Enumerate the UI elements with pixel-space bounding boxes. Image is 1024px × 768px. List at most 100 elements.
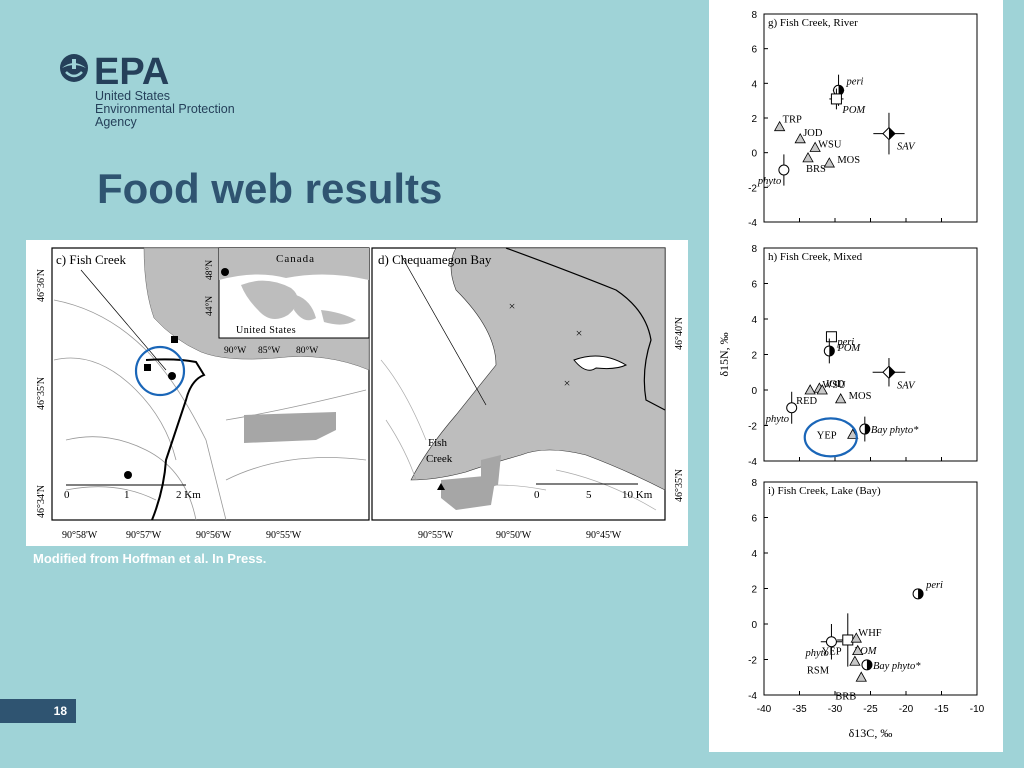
inset-lat-label: 44°N: [204, 296, 215, 316]
map-d-title: d) Chequamegon Bay: [378, 252, 492, 267]
lat-label: 46°34'N: [36, 485, 47, 518]
lon-label: 90°45'W: [586, 530, 622, 541]
y-tick-label: 0: [751, 149, 757, 160]
isotope-plots-svg: g) Fish Creek, River 8 6 4 2 0 -2 -4 peri POM SAV T…: [717, 10, 985, 740]
scale-label: 2 Km: [176, 489, 201, 501]
y-tick-label: 4: [751, 315, 757, 326]
data-label: peri: [846, 76, 864, 87]
y-tick-label: 0: [751, 620, 757, 631]
isotope-plots: g) Fish Creek, River 8 6 4 2 0 -2 -4 peri POM SAV T…: [709, 0, 1003, 752]
y-tick-label: -2: [748, 183, 757, 194]
inset-lat-label: 48°N: [204, 260, 215, 280]
data-point: [786, 402, 798, 414]
x-marker: ×: [564, 376, 571, 390]
y-tick-label: 6: [751, 280, 757, 291]
inset-lon-label: 80°W: [296, 345, 318, 356]
maps-figure: c) Fish Creek 0 1 2 Km Canada United Sta…: [26, 240, 688, 546]
data-label: Bay phyto*: [871, 425, 919, 436]
y-tick-label: 6: [751, 45, 757, 56]
inset-map: Canada United States 90°W 85°W 80°W 48°N…: [204, 247, 370, 356]
data-point: [852, 644, 864, 656]
epa-org-name: United States Environmental Protection A…: [95, 90, 235, 129]
x-axis-label: δ13C, ‰: [849, 726, 893, 740]
data-point-fill: [888, 127, 895, 140]
org-line: United States: [95, 89, 171, 103]
lon-label: 90°55'W: [266, 530, 302, 541]
data-label: JOD: [803, 128, 823, 139]
data-label: BRB: [835, 691, 856, 702]
x-tick-label: -35: [792, 704, 807, 715]
data-label: WSU: [818, 139, 842, 150]
scale-label: 10 Km: [622, 489, 653, 501]
data-label: phyto: [757, 176, 781, 187]
data-point-fill: [888, 366, 895, 379]
data-point: [778, 164, 790, 176]
data-label: YEP: [822, 647, 842, 658]
place-label: Fish: [428, 437, 447, 449]
plot-title: g) Fish Creek, River: [768, 17, 858, 29]
inset-country-bottom: United States: [236, 325, 296, 336]
lon-label: 90°58'W: [62, 530, 98, 541]
data-point: [816, 384, 828, 395]
data-point: [809, 141, 821, 152]
data-label: RSM: [807, 665, 830, 676]
org-line: Environmental Protection: [95, 102, 235, 116]
highlight-circle: [134, 345, 186, 397]
data-point: [825, 331, 837, 343]
data-label: WSU: [822, 380, 846, 391]
lon-label: 90°57'W: [126, 530, 162, 541]
data-point: [855, 671, 867, 682]
data-label: BRS: [806, 164, 826, 175]
data-point: [842, 634, 854, 646]
epa-flower-icon: EPA: [60, 51, 169, 90]
plot-title: i) Fish Creek, Lake (Bay): [768, 485, 881, 497]
org-line: Agency: [95, 115, 137, 129]
epa-acronym: EPA: [94, 51, 169, 90]
data-point: [825, 636, 837, 648]
y-tick-label: 2: [751, 585, 757, 596]
inset-country-top: Canada: [276, 253, 315, 265]
data-label: WHF: [858, 628, 881, 639]
data-label: MOS: [849, 391, 872, 402]
lat-label: 46°40'N: [674, 317, 685, 350]
x-tick-label: -25: [863, 704, 878, 715]
data-point: [794, 132, 806, 144]
y-tick-label: 4: [751, 549, 757, 560]
scale-label: 0: [64, 489, 70, 501]
data-label: MOS: [837, 155, 860, 166]
data-label: peri: [925, 580, 943, 591]
data-label: Bay phyto*: [873, 661, 921, 672]
y-tick-label: -2: [748, 422, 757, 433]
data-point-fill: [838, 85, 844, 96]
x-tick-label: -20: [899, 704, 914, 715]
scale-label: 5: [586, 489, 592, 501]
data-label: phyto: [804, 648, 828, 659]
plot-title: h) Fish Creek, Mixed: [768, 251, 863, 263]
y-tick-label: -2: [748, 656, 757, 667]
lon-label: 90°50'W: [496, 530, 532, 541]
data-label: JOD: [825, 379, 845, 390]
x-tick-label: -40: [757, 704, 772, 715]
x-tick-label: -30: [828, 704, 843, 715]
slide-number-badge: 18: [0, 699, 76, 723]
data-label: TRP: [783, 115, 802, 126]
data-label: POM: [841, 105, 866, 116]
x-tick-label: -10: [970, 704, 985, 715]
data-point: [804, 384, 816, 395]
inset-lon-label: 90°W: [224, 345, 246, 356]
data-label: RED: [796, 396, 817, 407]
data-label: SAV: [897, 380, 916, 391]
inset-lon-label: 85°W: [258, 345, 280, 356]
y-tick-label: 8: [751, 244, 757, 255]
x-marker: ×: [576, 326, 583, 340]
y-tick-label: 4: [751, 79, 757, 90]
x-tick-label: -15: [934, 704, 949, 715]
maps-svg: c) Fish Creek 0 1 2 Km Canada United Sta…: [36, 247, 685, 541]
y-tick-label: -4: [748, 218, 757, 229]
data-point-fill: [866, 659, 872, 670]
y-tick-label: -4: [748, 457, 757, 468]
data-point-fill: [829, 345, 835, 356]
lon-label: 90°55'W: [418, 530, 454, 541]
data-point: [850, 632, 862, 643]
lat-label: 46°35'N: [674, 469, 685, 502]
